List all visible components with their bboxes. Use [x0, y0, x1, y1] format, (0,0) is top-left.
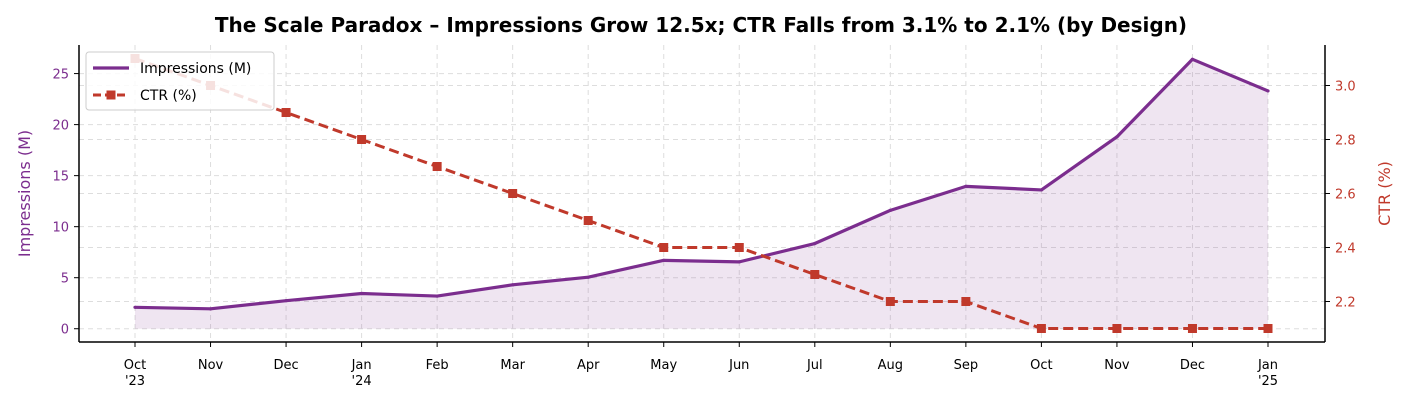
impressions-point [586, 275, 590, 279]
ctr-marker [281, 108, 291, 117]
x-tick-label: Apr [577, 358, 600, 373]
x-tick-label-line: Dec [1180, 358, 1205, 373]
x-tick-label-line: Nov [198, 358, 224, 373]
x-tick-label: Dec [1180, 358, 1205, 373]
x-tick-label: Jan '25 [1257, 358, 1278, 389]
x-tick-label-line: May [650, 358, 677, 373]
x-tick-label: Nov [1104, 358, 1130, 373]
ctr-marker [1112, 324, 1122, 333]
impressions-point [360, 291, 364, 296]
x-tick-label-line: Apr [577, 358, 600, 373]
x-tick-label-line: Jan [351, 358, 372, 373]
x-tick-label-line: Oct [1030, 358, 1052, 373]
ctr-marker [1263, 324, 1273, 333]
ctr-marker [885, 297, 895, 306]
x-tick-label: Aug [878, 358, 903, 373]
y-left-tick-label: 0 [61, 323, 69, 338]
impressions-point [1115, 135, 1119, 139]
ctr-marker [357, 135, 367, 144]
impressions-point [964, 184, 968, 188]
ctr-marker [583, 216, 593, 225]
chart-title: The Scale Paradox – Impressions Grow 12.… [215, 13, 1187, 37]
y-left-axis-label: Impressions (M) [15, 130, 34, 257]
y-left-tick-label: 20 [52, 119, 69, 134]
x-tick-label-line: Jun [728, 358, 749, 373]
x-tick-label: Jan '24 [351, 358, 372, 389]
impressions-point [208, 307, 213, 311]
ctr-marker [961, 297, 971, 306]
legend-marker-ctr [106, 90, 116, 100]
impressions-point [435, 294, 439, 298]
y-right-tick-label: 2.8 [1335, 134, 1356, 149]
series-line-impressions [134, 57, 1269, 311]
impressions-point [813, 241, 817, 246]
x-tick-label: Feb [426, 358, 449, 373]
y-left-tick-label: 10 [52, 221, 69, 236]
ctr-marker [508, 189, 518, 198]
y-right-tick-label: 2.6 [1335, 188, 1356, 203]
fill-layer [135, 59, 1268, 329]
ctr-marker [659, 243, 669, 252]
impressions-point [662, 258, 666, 262]
impressions-point [737, 260, 741, 264]
grid-layer [79, 45, 1325, 342]
y-left-tick-label: 5 [61, 272, 69, 287]
x-tick-label-line: Feb [426, 358, 449, 373]
x-tick-label-line: '23 [125, 374, 145, 389]
impressions-point [511, 283, 515, 287]
impressions-point [133, 305, 137, 309]
x-tick-label-line: Aug [878, 358, 903, 373]
legend: Impressions (M) CTR (%) [85, 51, 275, 111]
ctr-marker [1187, 324, 1197, 333]
y-right-axis-label: CTR (%) [1375, 161, 1394, 226]
x-tick-label: Oct [1030, 358, 1052, 373]
impressions-point [284, 299, 288, 303]
impressions-point [1190, 57, 1195, 61]
series-line-ctr [134, 57, 1268, 330]
x-tick-label-line: Jan [1257, 358, 1278, 373]
legend-label-impressions: Impressions (M) [140, 61, 251, 77]
x-tick-label: Dec [273, 358, 298, 373]
ctr-marker [432, 162, 442, 171]
x-tick-label: May [650, 358, 677, 373]
impressions-area-fill [135, 59, 1268, 329]
x-tick-label-line: Nov [1104, 358, 1130, 373]
x-tick-label: Jun [728, 358, 749, 373]
y-right-tick-label: 3.0 [1335, 80, 1356, 95]
x-tick-label: Nov [198, 358, 224, 373]
ctr-marker [734, 243, 744, 252]
ctr-marker [810, 270, 820, 279]
impressions-point [888, 208, 892, 212]
x-tick-label-line: '25 [1258, 374, 1278, 389]
x-tick-label-line: Jul [806, 358, 823, 373]
series-layer [130, 54, 1273, 333]
legend-label-ctr: CTR (%) [140, 88, 197, 104]
y-right-tick-label: 2.2 [1335, 296, 1356, 311]
x-tick-label-line: Oct [124, 358, 146, 373]
impressions-point [1266, 89, 1270, 93]
y-right-tick-label: 2.4 [1335, 242, 1356, 257]
y-left-tick-label: 15 [52, 170, 69, 185]
y-left-tick-label: 25 [52, 68, 69, 83]
x-tick-label: Sep [954, 358, 979, 373]
x-tick-label: Jul [806, 358, 823, 373]
x-tick-label-line: Dec [273, 358, 298, 373]
x-tick-label-line: Sep [954, 358, 979, 373]
impressions-point [1039, 188, 1043, 192]
x-tick-label: Mar [500, 358, 525, 373]
ctr-marker [1036, 324, 1046, 333]
x-tick-label: Oct '23 [124, 358, 146, 389]
x-tick-label-line: Mar [500, 358, 525, 373]
x-tick-label-line: '24 [352, 374, 372, 389]
legend-box [85, 51, 275, 111]
